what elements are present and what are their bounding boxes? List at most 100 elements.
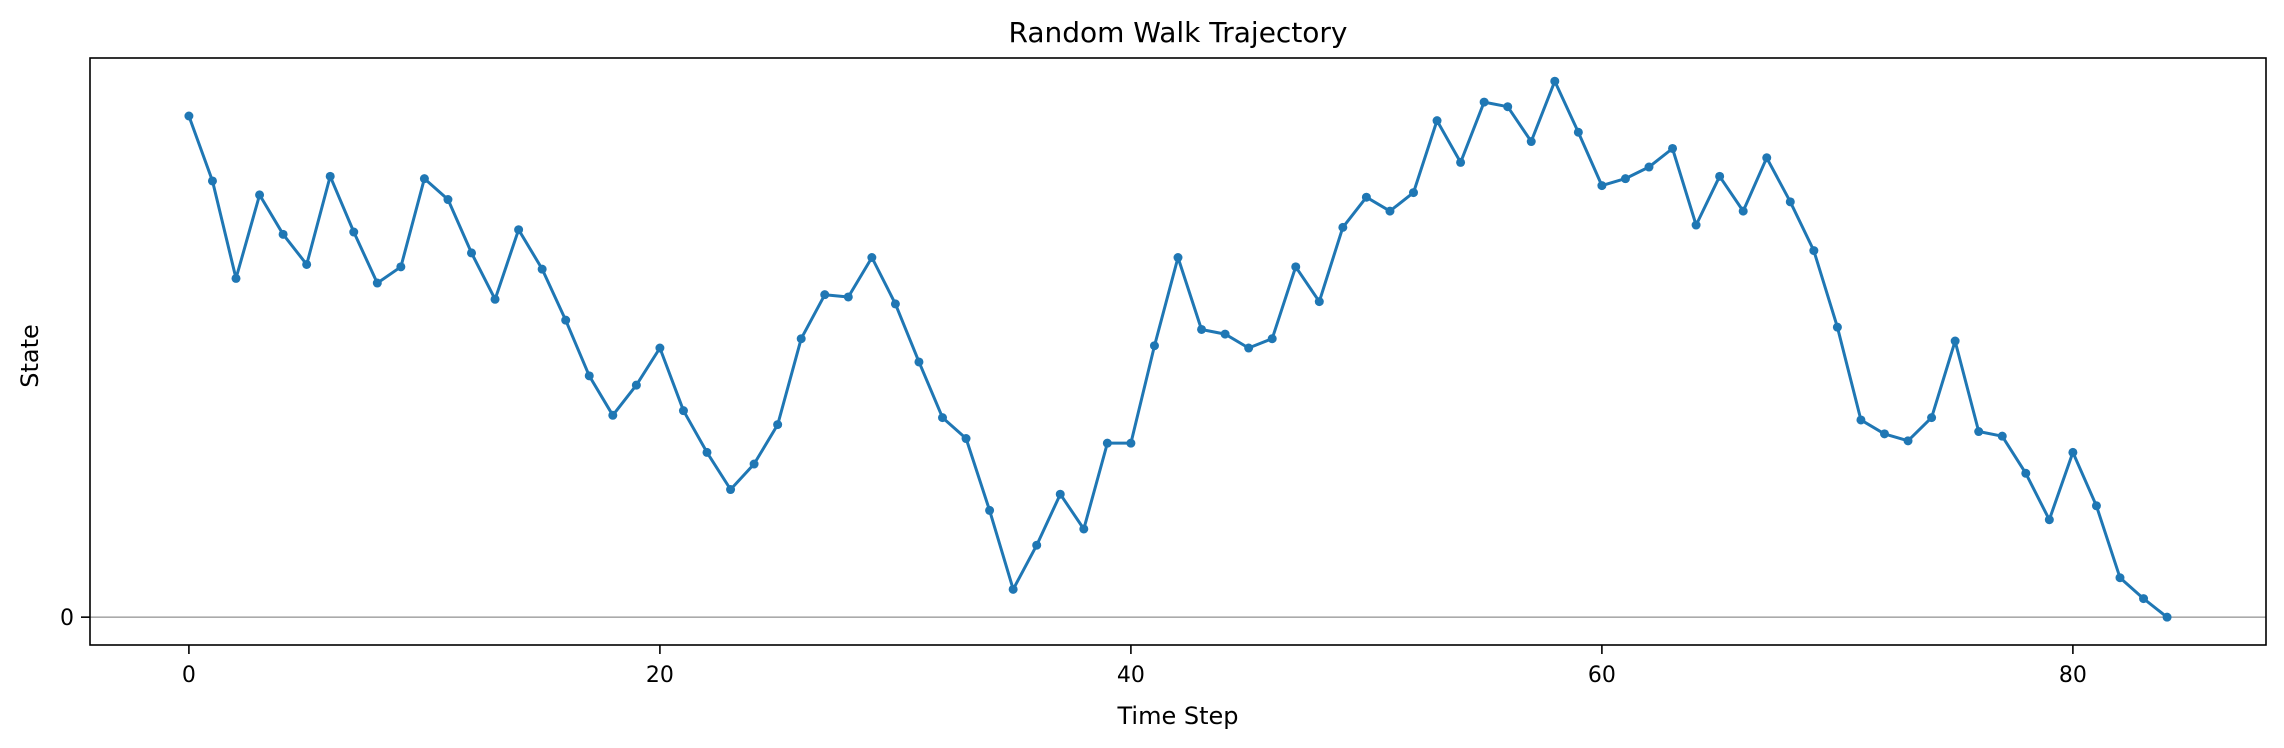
data-point	[1832, 322, 1842, 332]
data-point	[325, 171, 335, 181]
data-point	[608, 410, 618, 420]
data-point	[467, 248, 477, 258]
data-point	[1950, 336, 1960, 346]
data-point	[820, 290, 830, 300]
data-point	[1432, 116, 1442, 126]
data-point	[278, 229, 288, 239]
data-point	[349, 227, 359, 237]
data-point	[2044, 515, 2054, 525]
data-point	[1008, 584, 1018, 594]
data-point	[184, 111, 194, 121]
data-point	[2068, 447, 2078, 457]
data-point	[1809, 246, 1819, 256]
data-point	[419, 174, 429, 184]
data-point	[443, 195, 453, 205]
data-point	[796, 334, 806, 344]
x-tick-label: 60	[1588, 663, 1616, 688]
x-tick-label: 20	[646, 663, 674, 688]
data-point	[372, 278, 382, 288]
data-point	[231, 273, 241, 283]
data-point	[2021, 468, 2031, 478]
data-point	[1879, 429, 1889, 439]
plot-frame	[89, 57, 2267, 646]
data-point	[773, 420, 783, 430]
data-point	[1456, 157, 1466, 167]
data-point	[514, 225, 524, 235]
data-point	[1244, 343, 1254, 353]
data-point	[1361, 192, 1371, 202]
data-point	[1267, 334, 1277, 344]
data-point	[1715, 171, 1725, 181]
x-tick-label: 0	[182, 663, 196, 688]
data-point	[1997, 431, 2007, 441]
x-tick-label: 40	[1117, 663, 1145, 688]
data-point	[396, 262, 406, 272]
data-point	[890, 299, 900, 309]
data-point	[2115, 573, 2125, 583]
data-point	[1479, 97, 1489, 107]
data-point	[1903, 436, 1913, 446]
data-point	[938, 413, 948, 423]
data-point	[1291, 262, 1301, 272]
data-point	[726, 485, 736, 495]
data-point	[1385, 206, 1395, 216]
data-point	[985, 505, 995, 515]
y-tick-label: 0	[60, 606, 74, 631]
data-point	[655, 343, 665, 353]
data-point	[1785, 197, 1795, 207]
plot-area	[90, 76, 2266, 622]
data-point	[702, 447, 712, 457]
data-point	[537, 264, 547, 274]
data-point	[961, 434, 971, 444]
data-point	[2139, 594, 2149, 604]
data-point	[1620, 174, 1630, 184]
data-point	[867, 253, 877, 263]
x-axis-label: Time Step	[1116, 702, 1238, 730]
data-point	[1550, 76, 1560, 86]
data-point	[207, 176, 217, 186]
y-axis: 0	[60, 606, 90, 631]
data-point	[843, 292, 853, 302]
data-point	[914, 357, 924, 367]
data-point	[749, 459, 759, 469]
data-point	[1408, 188, 1418, 198]
data-point	[255, 190, 265, 200]
data-point	[1573, 127, 1583, 137]
data-point	[1974, 427, 1984, 437]
data-point	[1220, 329, 1230, 339]
y-axis-label: State	[16, 324, 44, 388]
data-point	[1691, 220, 1701, 230]
data-point	[1149, 341, 1159, 351]
data-point	[1197, 324, 1207, 334]
data-point	[1503, 102, 1513, 112]
data-point	[490, 294, 500, 304]
data-point	[1927, 413, 1937, 423]
data-point	[1856, 415, 1866, 425]
data-point	[1173, 253, 1183, 263]
data-point	[1597, 181, 1607, 191]
data-point	[1738, 206, 1748, 216]
data-point	[1032, 540, 1042, 550]
data-point	[2091, 501, 2101, 511]
data-point	[561, 315, 571, 325]
x-tick-label: 80	[2059, 663, 2087, 688]
data-point	[678, 406, 688, 416]
data-point	[2162, 612, 2172, 622]
data-point	[584, 371, 594, 381]
data-point	[1102, 438, 1112, 448]
data-point	[1762, 153, 1772, 163]
data-point	[631, 380, 641, 390]
data-point	[1668, 143, 1678, 153]
data-point	[1314, 297, 1324, 307]
data-point	[1644, 162, 1654, 172]
data-point	[1079, 524, 1089, 534]
x-axis: 0 20 40 60 80	[182, 645, 2087, 688]
data-point	[302, 259, 312, 269]
data-point	[1126, 438, 1136, 448]
chart-title: Random Walk Trajectory	[1008, 16, 1347, 49]
series-line	[187, 79, 2169, 619]
data-point	[1055, 489, 1065, 499]
data-point	[1338, 222, 1348, 232]
data-point	[1526, 137, 1536, 147]
